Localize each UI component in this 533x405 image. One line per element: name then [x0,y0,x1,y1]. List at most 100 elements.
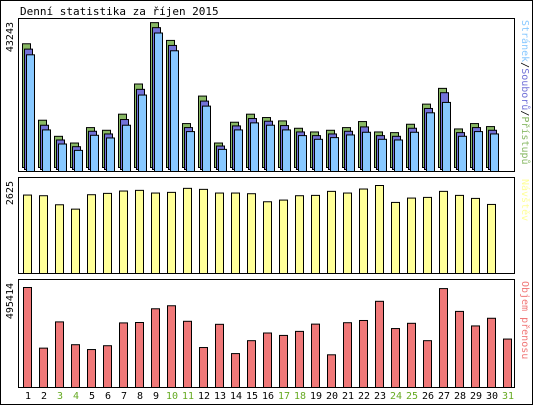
bar-visitors-8 [135,189,144,274]
bar-visitors-3 [55,204,64,274]
bar-stránek-5 [90,134,99,172]
series-label-part: Souborů [519,68,531,110]
bar-transfer-10 [167,305,176,388]
day-label: 31 [502,391,514,402]
bar-transfer-27 [439,288,448,389]
bar-stránek-2 [42,129,51,173]
bar-stránek-9 [154,32,163,173]
series-label-visitors: Návštěv [519,179,531,221]
series-label-part: Návštěv [519,179,531,221]
bar-stránek-27 [442,101,451,172]
bar-visitors-23 [375,185,384,274]
bar-transfer-13 [215,323,224,389]
bar-stránek-29 [474,131,483,173]
bar-transfer-28 [455,310,464,389]
bar-transfer-2 [39,347,48,388]
bar-visitors-20 [327,190,336,274]
day-axis-labels: 1 2 3 4 5 6 7 8 9 10 11 12 13 14 15 16 17 18 19 20 21 22 23 24 2… [25,391,514,402]
day-label: 12 [198,391,210,402]
day-label: 22 [358,391,370,402]
day-label: 15 [246,391,258,402]
bar-visitors-29 [471,197,480,274]
bar-transfer-30 [487,317,496,389]
bar-stránek-16 [266,124,275,172]
bar-stránek-22 [362,131,371,173]
bar-stránek-12 [202,105,211,172]
bar-visitors-24 [391,201,400,274]
bar-visitors-4 [71,208,80,275]
bar-stránek-1 [26,54,35,172]
bar-transfer-26 [423,340,432,388]
max-value-label-visitors: 2625 [5,181,16,205]
day-label: 16 [262,391,274,402]
bar-visitors-16 [263,201,272,274]
bar-transfer-11 [183,320,192,389]
bar-transfer-3 [55,321,64,389]
bar-stránek-7 [122,124,131,172]
bar-stránek-26 [426,112,435,173]
max-value-label-transfer: 495414 [5,283,16,319]
bar-transfer-1 [23,287,32,388]
bar-stránek-10 [170,50,179,172]
bar-transfer-5 [87,349,96,388]
bar-visitors-25 [407,197,416,274]
day-label: 5 [89,391,95,402]
bar-transfer-7 [119,322,128,389]
bar-visitors-26 [423,196,432,274]
day-label: 8 [137,391,143,402]
series-label-part: / [519,110,530,116]
bar-stránek-8 [138,94,147,172]
day-label: 27 [438,391,450,402]
bar-transfer-6 [103,345,112,389]
bar-stránek-14 [234,129,243,173]
bar-transfer-17 [279,334,288,388]
bar-transfer-21 [343,322,352,389]
bar-transfer-18 [295,330,304,388]
bar-visitors-13 [215,192,224,275]
bar-stránek-30 [490,133,499,173]
panel-hits: 43243 Stránek/Souborů/Přístupů [5,18,531,173]
bar-visitors-5 [87,194,96,275]
max-value-label-hits: 43243 [5,22,16,52]
day-label: 4 [73,391,79,402]
bar-stránek-24 [394,139,403,173]
day-label: 1 [25,391,31,402]
day-label: 18 [294,391,306,402]
bar-visitors-2 [39,195,48,274]
day-label: 13 [214,391,226,402]
day-label: 30 [486,391,498,402]
day-label: 28 [454,391,466,402]
bar-transfer-22 [359,319,368,389]
bar-visitors-9 [151,192,160,275]
bar-visitors-14 [231,192,240,275]
day-label: 24 [390,391,402,402]
bar-transfer-4 [71,344,80,389]
bar-stránek-19 [314,138,323,172]
bar-stránek-28 [458,135,467,173]
bar-visitors-10 [167,191,176,274]
bar-transfer-16 [263,332,272,388]
series-label-part: Objem přenosu [519,281,531,359]
bar-visitors-12 [199,188,208,274]
day-label: 19 [310,391,322,402]
bar-stránek-23 [378,138,387,172]
bar-stránek-15 [250,122,259,173]
bar-transfer-29 [471,325,480,389]
bar-transfer-24 [391,328,400,388]
series-label-part: / [519,62,530,68]
bar-visitors-15 [247,193,256,274]
bar-visitors-1 [23,194,32,275]
day-label: 14 [230,391,242,402]
day-label: 10 [166,391,178,402]
bar-stránek-17 [282,129,291,173]
bar-transfer-12 [199,347,208,388]
bar-stránek-13 [218,148,227,172]
bar-visitors-21 [343,192,352,275]
day-label: 2 [41,391,47,402]
day-label: 3 [57,391,63,402]
chart-title: Denní statistika za říjen 2015 [20,5,219,18]
bar-visitors-6 [103,192,112,274]
bar-visitors-7 [119,190,128,275]
bar-visitors-19 [311,194,320,274]
bar-transfer-25 [407,322,416,388]
